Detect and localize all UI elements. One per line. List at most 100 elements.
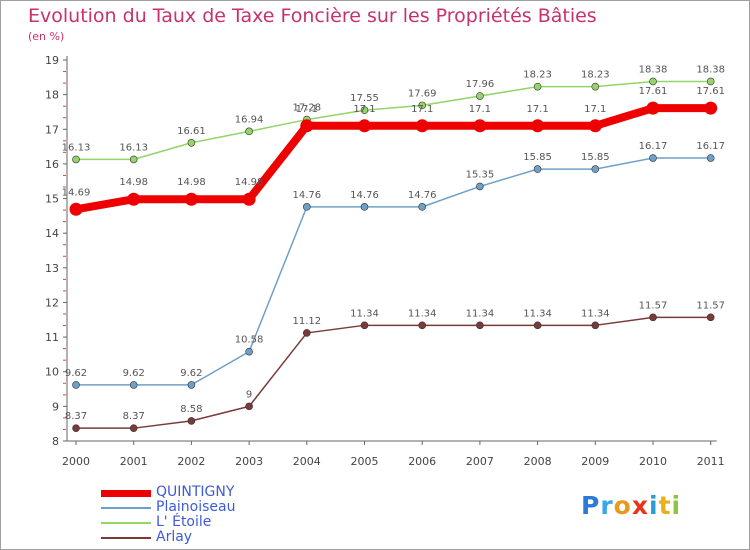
- data-point-arlay: [302, 329, 311, 337]
- data-point-arlay: [245, 402, 253, 411]
- data-point-plainoiseau: [706, 154, 715, 162]
- data-point-plainoiseau: [129, 381, 138, 389]
- data-label-quintigny: 14.69: [62, 187, 91, 198]
- data-point-l-toile: [418, 101, 427, 110]
- data-point-arlay: [706, 313, 715, 322]
- data-point-quintigny: [415, 119, 429, 133]
- data-label-arlay: 11.12: [292, 316, 321, 327]
- legend-label: QUINTIGNY: [156, 484, 235, 500]
- data-label-arlay: 8.37: [65, 411, 87, 422]
- data-label-arlay: 11.34: [523, 308, 552, 319]
- data-label-plainoiseau: 16.17: [639, 141, 668, 152]
- y-tick-label: 10: [45, 366, 59, 379]
- data-point-l-toile: [649, 77, 657, 86]
- data-label-arlay: 9: [246, 389, 252, 400]
- data-label-quintigny: 17.1: [526, 104, 548, 115]
- data-point-l-toile: [129, 155, 138, 164]
- data-label-l-toile: 17.69: [408, 88, 437, 99]
- data-point-arlay: [533, 321, 542, 330]
- legend-label: Plainoiseau: [156, 499, 236, 515]
- data-label-plainoiseau: 14.76: [292, 190, 321, 201]
- logo-letter: o: [613, 491, 632, 520]
- data-point-quintigny: [69, 202, 83, 216]
- data-label-arlay: 11.34: [350, 308, 379, 319]
- data-point-plainoiseau: [187, 381, 196, 389]
- axes: 8 9 10 11 12 13 14 15 16 17 18 19 2000 2001 2002 2003 20…: [45, 54, 725, 468]
- x-tick-label: 2002: [177, 455, 205, 468]
- series-line-l-toile: [75, 80, 712, 161]
- data-label-plainoiseau: 14.76: [408, 190, 437, 201]
- data-label-l-toile: 18.23: [523, 70, 552, 81]
- data-label-l-toile: 17.55: [350, 93, 379, 104]
- legend-label: L' Étoile: [156, 514, 212, 530]
- data-point-arlay: [476, 321, 484, 330]
- data-label-arlay: 11.34: [581, 308, 610, 319]
- data-point-arlay: [418, 321, 427, 330]
- data-point-quintigny: [473, 119, 487, 133]
- data-point-arlay: [649, 313, 657, 322]
- data-point-plainoiseau: [360, 203, 369, 211]
- data-point-plainoiseau: [418, 203, 427, 211]
- logo-letter: i: [649, 491, 659, 520]
- data-point-plainoiseau: [302, 203, 311, 211]
- chart-title: Evolution du Taux de Taxe Foncière sur l…: [28, 5, 597, 27]
- legend-swatch: [101, 489, 151, 497]
- series-line-plainoiseau: [75, 157, 712, 386]
- y-tick-label: 16: [45, 158, 59, 171]
- data-point-l-toile: [187, 138, 196, 147]
- data-label-plainoiseau: 15.35: [466, 169, 495, 180]
- data-point-quintigny: [300, 119, 314, 133]
- data-point-l-toile: [476, 92, 484, 100]
- logo-letter: P: [581, 491, 601, 520]
- data-label-arlay: 11.57: [639, 300, 668, 311]
- data-label-l-toile: 18.38: [696, 64, 725, 75]
- data-label-plainoiseau: 9.62: [180, 368, 202, 379]
- data-label-plainoiseau: 15.85: [523, 152, 552, 163]
- data-label-l-toile: 16.13: [119, 142, 148, 153]
- legend-label: Arlay: [156, 529, 193, 545]
- data-label-quintigny: 14.98: [119, 177, 148, 188]
- data-label-arlay: 8.58: [180, 404, 202, 415]
- data-point-quintigny: [704, 101, 718, 115]
- data-label-quintigny: 17.61: [639, 86, 668, 97]
- data-point-quintigny: [242, 192, 256, 206]
- data-label-l-toile: 16.61: [177, 126, 206, 137]
- data-label-quintigny: 17.1: [353, 104, 375, 115]
- y-tick-label: 8: [52, 435, 59, 448]
- data-point-arlay: [360, 321, 369, 330]
- data-label-arlay: 8.37: [123, 411, 145, 422]
- data-point-l-toile: [533, 82, 542, 91]
- data-point-plainoiseau: [533, 165, 542, 173]
- data-label-quintigny: 17.1: [296, 104, 318, 115]
- data-label-l-toile: 18.23: [581, 70, 610, 81]
- data-label-quintigny: 17.1: [584, 104, 606, 115]
- data-label-l-toile: 16.94: [235, 114, 264, 125]
- data-point-l-toile: [706, 77, 715, 86]
- data-point-plainoiseau: [476, 182, 484, 191]
- y-tick-label: 11: [45, 331, 59, 344]
- x-tick-label: 2007: [466, 455, 494, 468]
- data-label-plainoiseau: 15.85: [581, 152, 610, 163]
- data-point-plainoiseau: [72, 381, 80, 389]
- x-tick-label: 2003: [235, 455, 263, 468]
- data-point-arlay: [591, 321, 600, 330]
- legend-swatch: [101, 537, 151, 539]
- data-point-quintigny: [184, 192, 198, 206]
- y-tick-label: 9: [52, 400, 59, 413]
- data-label-l-toile: 17.96: [466, 79, 495, 90]
- data-point-l-toile: [591, 82, 600, 91]
- data-label-plainoiseau: 14.76: [350, 190, 379, 201]
- data-point-plainoiseau: [591, 165, 600, 173]
- x-tick-label: 2000: [62, 455, 90, 468]
- x-tick-label: 2009: [581, 455, 609, 468]
- y-tick-label: 19: [45, 54, 59, 67]
- data-point-plainoiseau: [649, 154, 657, 162]
- x-tick-label: 2005: [351, 455, 379, 468]
- y-tick-label: 17: [45, 123, 59, 136]
- y-tick-label: 14: [45, 227, 59, 240]
- data-label-quintigny: 17.1: [411, 104, 433, 115]
- series-line-quintigny: [72, 104, 715, 214]
- data-point-quintigny: [646, 101, 660, 115]
- series-layer: [69, 77, 718, 432]
